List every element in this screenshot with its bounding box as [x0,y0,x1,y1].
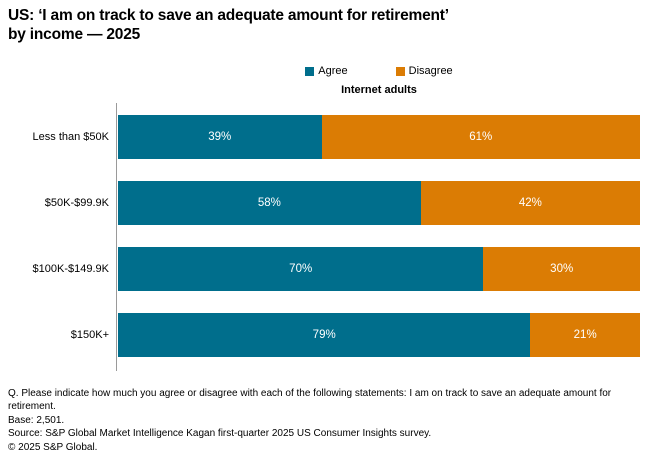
stacked-bar: 39% 61% [118,115,640,159]
bar-segment-disagree: 42% [420,181,640,225]
chart-title-line1: US: ‘I am on track to save an adequate a… [8,7,449,24]
bar-segment-disagree: 30% [483,247,640,291]
bar-value-label: 70% [289,263,313,275]
legend-swatch-icon [395,66,405,76]
bar-value-label: 58% [257,197,281,209]
bar-row: $50K-$99.9K 58% 42% [0,181,660,225]
legend-label: Agree [318,65,348,77]
bar-segment-agree: 70% [118,247,484,291]
legend-item-disagree: Disagree [395,65,453,77]
legend-item-agree: Agree [305,65,348,77]
y-axis-line [116,103,117,371]
bar-value-label: 21% [573,329,597,341]
category-label: $150K+ [70,329,109,341]
category-label: $100K-$149.9K [32,263,109,275]
stacked-bar: 79% 21% [118,313,640,357]
bar-value-label: 42% [518,197,542,209]
footnote-line: Source: S&P Global Market Intelligence K… [8,428,432,440]
footnote-line: Base: 2,501. [8,414,65,426]
bar-row: Less than $50K 39% 61% [0,115,660,159]
chart-subtitle: Internet adults [341,84,417,96]
bar-value-label: 30% [550,263,574,275]
bar-segment-agree: 39% [118,115,322,159]
footnote-line: © 2025 S&P Global. [8,441,98,453]
bar-value-label: 39% [208,131,232,143]
bar-segment-agree: 79% [118,313,531,357]
chart-legend: Agree Disagree [118,65,640,77]
footnotes: Q. Please indicate how much you agree or… [8,387,657,454]
chart-title-line2: by income — 2025 [8,26,141,43]
bar-segment-disagree: 61% [321,115,640,159]
bar-segment-agree: 58% [118,181,421,225]
legend-swatch-icon [305,66,315,76]
chart-title: US: ‘I am on track to save an adequate a… [8,6,449,44]
bar-row: $100K-$149.9K 70% 30% [0,247,660,291]
category-label: Less than $50K [32,131,109,143]
legend-label: Disagree [408,65,453,77]
bar-row: $150K+ 79% 21% [0,313,660,357]
stacked-bar: 70% 30% [118,247,640,291]
bar-value-label: 79% [312,329,336,341]
footnote-line: Q. Please indicate how much you agree or… [8,388,612,413]
bar-segment-disagree: 21% [530,313,640,357]
plot-area: Less than $50K 39% 61% $50K-$99.9K 58% 42% $10… [0,103,660,371]
bar-value-label: 61% [469,131,493,143]
stacked-bar: 58% 42% [118,181,640,225]
category-label: $50K-$99.9K [44,197,109,209]
